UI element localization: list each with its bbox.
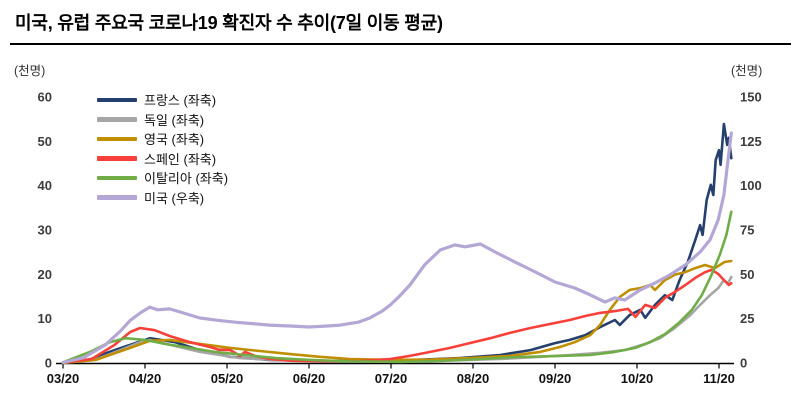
- x-axis-tick-label: 11/20: [703, 371, 735, 386]
- series-line-us: [61, 131, 733, 365]
- left-axis-tick-label: 40: [38, 178, 52, 193]
- x-axis-tick-label: 04/20: [129, 371, 162, 386]
- right-axis-tick-label: 50: [740, 267, 754, 282]
- legend-swatch-germany: [97, 117, 137, 122]
- legend-label-us: 미국 (우축): [144, 190, 205, 206]
- x-axis-tick-label: 08/20: [457, 371, 490, 386]
- legend-swatch-uk: [97, 136, 137, 141]
- legend-swatch-france: [97, 97, 137, 102]
- legend-swatch-italy: [97, 175, 137, 180]
- chart-title: 미국, 유럽 주요국 코로나19 확진자 수 추이(7일 이동 평균): [15, 13, 443, 33]
- x-axis-tick-label: 07/20: [375, 371, 408, 386]
- x-axis-tick-label: 05/20: [211, 371, 244, 386]
- x-axis-tick-label: 03/20: [47, 371, 80, 386]
- legend-label-france: 프랑스 (좌축): [144, 93, 217, 109]
- x-axis-tick-label: 06/20: [293, 371, 326, 386]
- chart-legend: 프랑스 (좌축) 독일 (좌축) 영국 (좌축) 스페인 (좌축) 이탈리아 (좌축) 미…: [97, 90, 228, 207]
- legend-label-italy: 이탈리아 (좌축): [144, 171, 229, 187]
- series-line-spain: [61, 268, 733, 364]
- x-axis-tick-label: 09/20: [539, 371, 572, 386]
- left-axis-tick-label: 50: [38, 134, 52, 149]
- left-axis-tick-label: 20: [38, 267, 52, 282]
- legend-label-uk: 영국 (좌축): [144, 132, 205, 148]
- legend-item-uk: 영국 (좌축): [97, 129, 228, 149]
- right-axis-tick-label: 125: [740, 134, 762, 149]
- right-axis-unit-label: (천명): [731, 64, 763, 78]
- right-axis-tick-label: 25: [740, 311, 754, 326]
- right-axis-tick-label: 0: [740, 356, 747, 371]
- series-line-uk: [61, 259, 733, 365]
- right-axis-tick-label: 75: [740, 223, 754, 238]
- legend-item-germany: 독일 (좌축): [97, 110, 228, 130]
- left-axis-tick-label: 0: [45, 356, 52, 371]
- legend-label-spain: 스페인 (좌축): [144, 151, 217, 167]
- legend-item-france: 프랑스 (좌축): [97, 90, 228, 110]
- title-divider: [10, 43, 791, 45]
- left-axis-tick-label: 60: [38, 90, 52, 105]
- legend-item-italy: 이탈리아 (좌축): [97, 168, 228, 188]
- x-axis-tick-label: 10/20: [621, 371, 654, 386]
- legend-swatch-spain: [97, 156, 137, 161]
- right-axis-tick-label: 100: [740, 178, 762, 193]
- legend-label-germany: 독일 (좌축): [144, 112, 205, 128]
- left-axis-tick-label: 30: [38, 223, 52, 238]
- left-axis-tick-label: 10: [38, 311, 52, 326]
- series-line-italy: [61, 210, 733, 364]
- right-axis-tick-label: 150: [740, 90, 762, 105]
- legend-item-spain: 스페인 (좌축): [97, 149, 228, 169]
- left-axis-unit-label: (천명): [14, 64, 46, 78]
- legend-swatch-us: [97, 195, 137, 200]
- legend-item-us: 미국 (우축): [97, 188, 228, 208]
